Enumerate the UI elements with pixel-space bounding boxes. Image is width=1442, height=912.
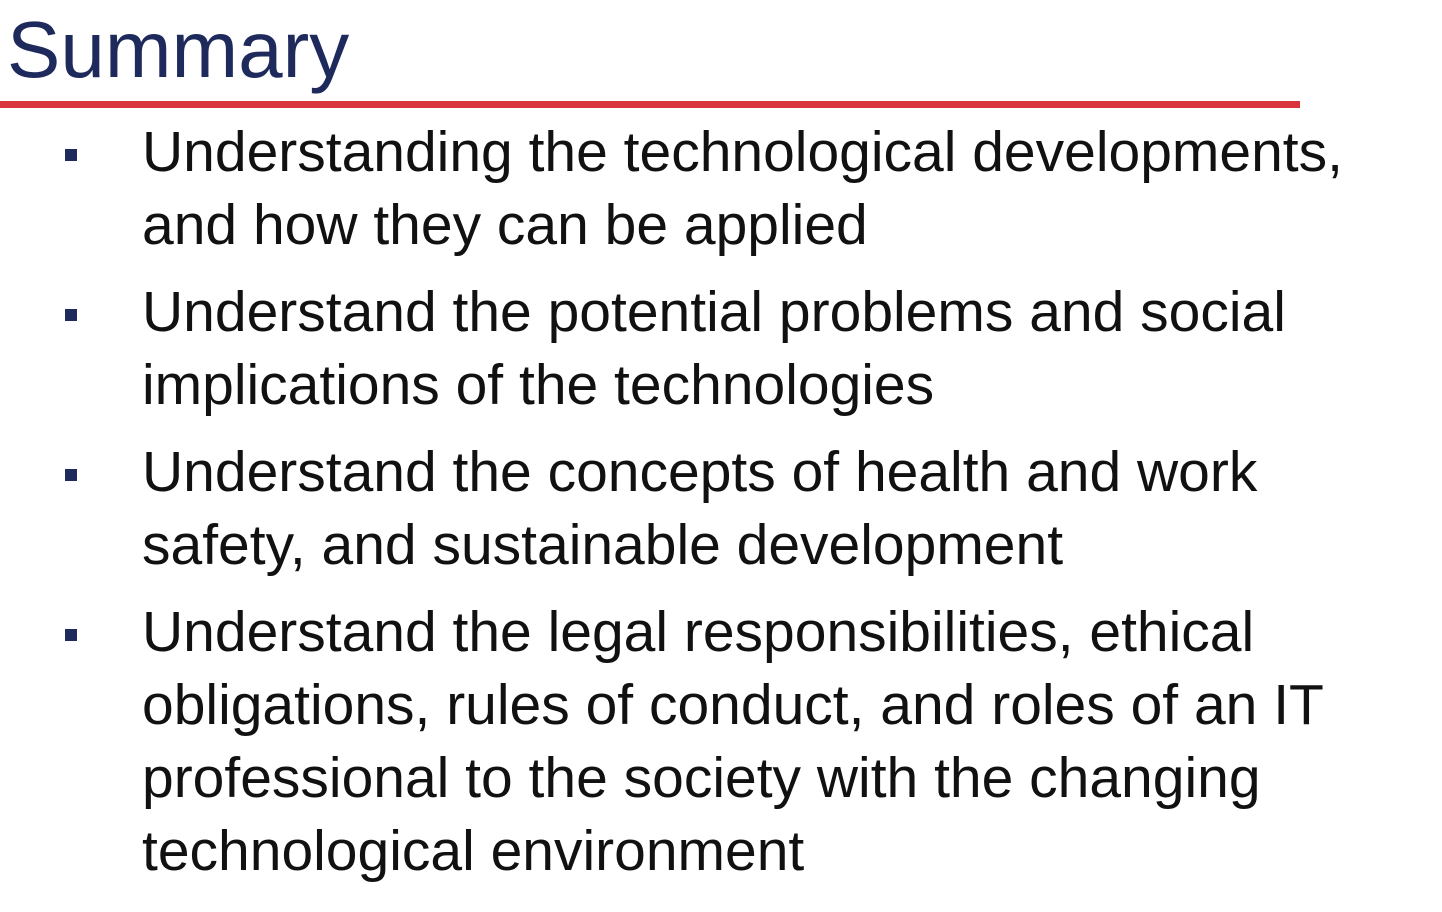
square-bullet-icon — [65, 629, 77, 641]
slide-title: Summary — [7, 5, 350, 94]
bullet-text: Understand the legal responsibilities, e… — [142, 600, 1323, 883]
bullet-item: Understand the concepts of health and wo… — [0, 436, 1442, 582]
bullet-text: Understand the potential problems and so… — [142, 280, 1286, 417]
bullet-item: Understanding the technological developm… — [0, 116, 1442, 262]
bullet-text: Understand the concepts of health and wo… — [142, 440, 1258, 577]
bullet-item: Understand the potential problems and so… — [0, 276, 1442, 422]
bullet-text: Understanding the technological developm… — [142, 120, 1343, 257]
square-bullet-icon — [65, 309, 77, 321]
bullet-list: Understanding the technological developm… — [0, 116, 1442, 902]
square-bullet-icon — [65, 149, 77, 161]
square-bullet-icon — [65, 469, 77, 481]
bullet-item: Understand the legal responsibilities, e… — [0, 596, 1442, 888]
title-underline-divider — [0, 101, 1300, 108]
